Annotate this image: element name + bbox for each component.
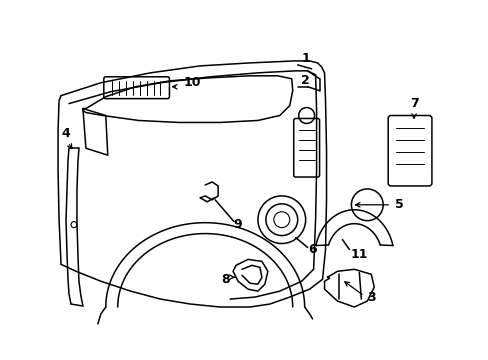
Text: 6: 6 [307,243,316,256]
Text: 1: 1 [301,53,309,66]
Text: 2: 2 [301,74,309,87]
Text: 10: 10 [183,76,201,89]
Text: 11: 11 [350,248,367,261]
Text: 7: 7 [409,97,418,110]
Text: 4: 4 [61,127,70,140]
Text: 8: 8 [221,273,229,286]
Text: 9: 9 [233,218,242,231]
Text: 5: 5 [394,198,403,211]
Text: 3: 3 [366,291,375,303]
